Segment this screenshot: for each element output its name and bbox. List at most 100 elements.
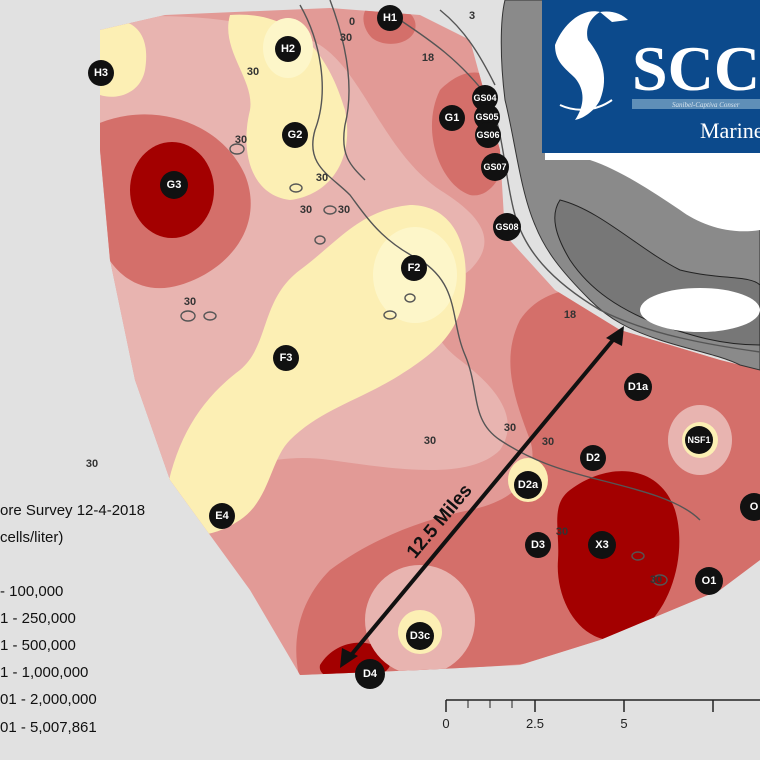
bay-white: [640, 288, 760, 332]
station-label: D2a: [518, 479, 539, 491]
station-label: D4: [363, 668, 378, 680]
scale-bar: 0 2.5 5: [442, 699, 760, 731]
station-marker: [624, 373, 652, 401]
legend-range: 1 - 250,000: [0, 610, 76, 627]
logo-tagline-bar: [632, 99, 760, 109]
station-markers: H1 H2 H3 G1 G2 G3 GS04 GS05 GS06 GS07 GS08 F2 F3 D1a N…: [88, 5, 760, 689]
station-marker: [514, 471, 542, 499]
station-marker: [525, 532, 551, 558]
scale-tick-label: 5: [620, 716, 627, 731]
station-label: GS04: [473, 93, 496, 103]
station-marker: [377, 5, 403, 31]
arrowhead-northeast: [606, 326, 624, 346]
legend-units: cells/liter): [0, 529, 63, 546]
contour-label: 30: [86, 458, 98, 470]
station-marker: [472, 85, 498, 111]
legend-range: - 100,000: [0, 583, 63, 600]
station-label: F2: [408, 262, 421, 274]
station-label: NSF1: [687, 435, 710, 445]
station-label: X3: [595, 539, 608, 551]
station-label: G3: [167, 179, 182, 191]
contour-label: 30: [340, 32, 352, 44]
station-label: D3c: [410, 630, 430, 642]
station-marker: [160, 171, 188, 199]
station-label: F3: [280, 352, 293, 364]
contour-label: 30: [542, 436, 554, 448]
contour-label: 30: [424, 435, 436, 447]
pelican-icon: [555, 11, 628, 121]
contour-label: 18: [422, 52, 434, 64]
station-marker: [481, 153, 509, 181]
logo-tagline: Sanibel-Captiva Conser: [672, 101, 740, 109]
station-marker: [439, 105, 465, 131]
station-label: D1a: [628, 381, 649, 393]
contour-ring-9: [652, 574, 668, 586]
station-marker: [406, 622, 434, 650]
station-marker: [401, 255, 427, 281]
contour-label: 30: [247, 66, 259, 78]
distance-measure: 12.5 Miles: [340, 326, 624, 668]
station-marker: [493, 213, 521, 241]
station-marker: [695, 567, 723, 595]
legend-range: 1 - 500,000: [0, 637, 76, 654]
contour-label: 30: [504, 422, 516, 434]
logo-subtitle: Marine: [700, 118, 760, 143]
station-label: D3: [531, 539, 545, 551]
contour-ring-2: [289, 183, 303, 193]
station-marker: [275, 36, 301, 62]
zone-darkred-x3: [557, 471, 680, 641]
contour-30-a: [299, 4, 701, 521]
scale-tick-label: 2.5: [526, 716, 544, 731]
contour-ring-6: [203, 311, 217, 321]
station-marker: [580, 445, 606, 471]
station-label: O: [750, 501, 759, 513]
contour-ring-3: [323, 205, 337, 215]
station-label: O1: [702, 575, 717, 587]
arrowhead-southwest: [340, 648, 358, 668]
contour-label: 3: [469, 10, 475, 22]
zone-yellow-h2-g2: [228, 14, 348, 200]
station-label: GS06: [476, 130, 499, 140]
legend: ore Survey 12-4-2018 cells/liter) - 100,…: [0, 502, 145, 736]
distance-line: [345, 332, 620, 662]
contour-label: 30: [556, 526, 568, 538]
station-label: H3: [94, 67, 108, 79]
contour-labels: 30 30 30 30 30 30 30 30 30 30 30 30 30 1…: [86, 10, 662, 586]
legend-title: ore Survey 12-4-2018: [0, 502, 145, 519]
scale-tick-label: 0: [442, 716, 449, 731]
organization-logo: SCC Sanibel-Captiva Conser Marine: [542, 0, 760, 153]
contour-label: 30: [300, 204, 312, 216]
contour-label: 30: [184, 296, 196, 308]
contour-ring-7: [383, 310, 397, 320]
station-marker: [740, 493, 760, 521]
bathymetry-contours: [180, 0, 760, 586]
contour-label: 30: [235, 134, 247, 146]
station-label: GS07: [483, 162, 506, 172]
contour-ring-5: [180, 310, 196, 322]
station-marker: [475, 122, 501, 148]
legend-range: 1 - 1,000,000: [0, 664, 88, 681]
contour-label: 18: [564, 309, 576, 321]
station-marker: [209, 503, 235, 529]
station-label: E4: [215, 510, 229, 522]
station-label: H1: [383, 12, 397, 24]
contour-18: [399, 19, 760, 353]
legend-range: 01 - 2,000,000: [0, 691, 97, 708]
contour-ring-10: [631, 551, 645, 561]
station-marker: [685, 426, 713, 454]
contour-ring-1: [229, 143, 245, 155]
station-label: D2: [586, 452, 600, 464]
contour-3: [439, 9, 496, 86]
contour-label: 30: [316, 172, 328, 184]
contour-label: 30: [338, 204, 350, 216]
station-label: GS05: [475, 112, 498, 122]
station-label: H2: [281, 43, 295, 55]
station-label: G1: [445, 112, 460, 124]
station-marker: [273, 345, 299, 371]
logo-text: SCC: [632, 33, 760, 104]
contour-30-b: [329, 0, 366, 181]
station-marker: [355, 659, 385, 689]
station-marker: [88, 60, 114, 86]
contour-label: 0: [349, 16, 355, 28]
